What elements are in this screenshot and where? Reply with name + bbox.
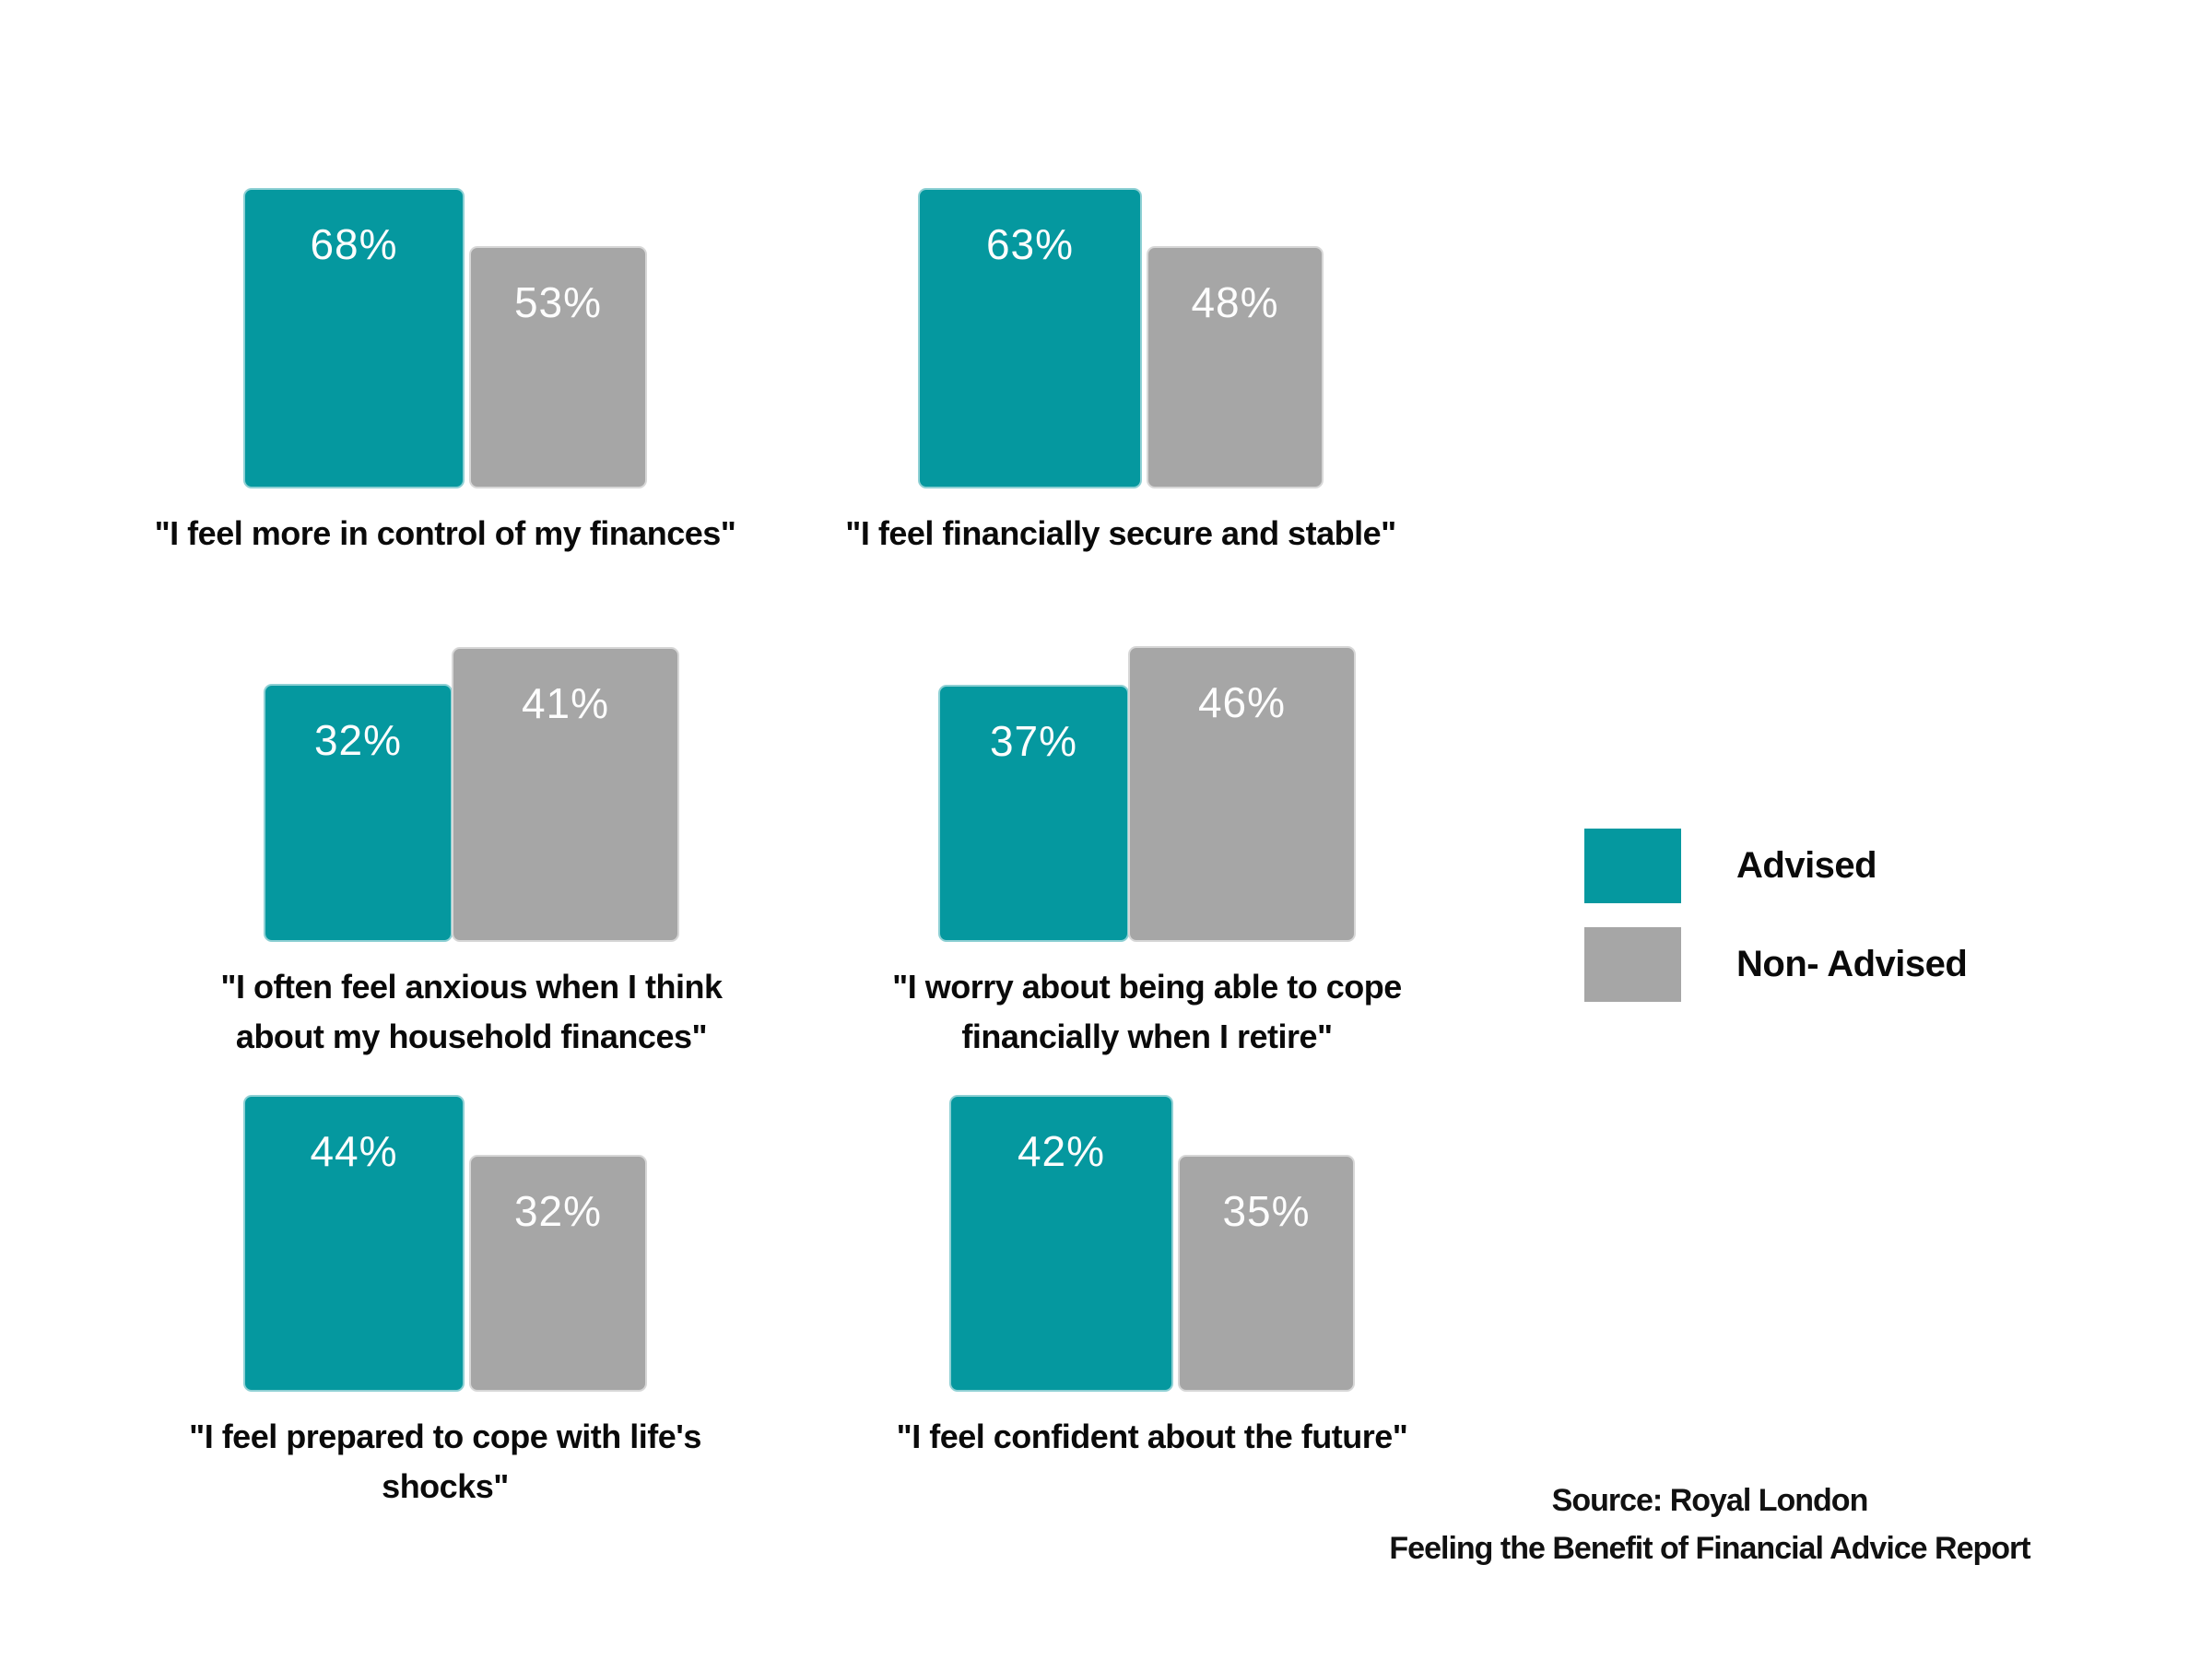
- caption-line: "I often feel anxious when I think: [220, 968, 723, 1006]
- source-attribution: Source: Royal London Feeling the Benefit…: [1341, 1477, 2078, 1572]
- advised-bar: 32%: [264, 684, 453, 942]
- bar-value-label: 37%: [989, 717, 1078, 765]
- advised-bar: 68%: [243, 188, 465, 488]
- legend-label: Advised: [1736, 845, 1877, 886]
- caption-line: financially when I retire": [961, 1018, 1333, 1055]
- bar-value-label: 68%: [310, 220, 398, 268]
- bar-value-label: 42%: [1017, 1127, 1106, 1175]
- legend-label: Non- Advised: [1736, 944, 1968, 984]
- non-advised-bar: 48%: [1147, 246, 1324, 488]
- caption-line: "I feel financially secure and stable": [845, 514, 1396, 552]
- chart-caption: "I feel confident about the future": [737, 1412, 1567, 1462]
- caption-line: "I feel confident about the future": [896, 1418, 1408, 1455]
- advised-swatch-icon: [1584, 829, 1681, 903]
- chart-caption: "I often feel anxious when I think about…: [57, 962, 887, 1062]
- chart-financially-secure: 63% 48% "I feel financially secure and s…: [845, 188, 1396, 552]
- advised-bar: 63%: [918, 188, 1142, 488]
- bar-value-label: 44%: [310, 1127, 398, 1175]
- bar-value-label: 35%: [1222, 1187, 1311, 1235]
- chart-prepared-shocks: 44% 32% "I feel prepared to cope with li…: [189, 1095, 701, 1505]
- caption-line: "I worry about being able to cope: [892, 968, 1402, 1006]
- caption-line: about my household finances": [235, 1018, 708, 1055]
- chart-confident-future: 42% 35% "I feel confident about the futu…: [897, 1095, 1408, 1455]
- chart-caption: "I worry about being able to cope financ…: [733, 962, 1562, 1062]
- legend: Advised Non- Advised: [1584, 829, 1968, 1026]
- legend-item-non-advised: Non- Advised: [1584, 927, 1968, 1002]
- chart-caption: "I feel prepared to cope with life's sho…: [30, 1412, 860, 1512]
- bar-value-label: 48%: [1191, 278, 1279, 326]
- non-advised-bar: 35%: [1178, 1155, 1355, 1392]
- chart-caption: "I feel financially secure and stable": [706, 509, 1535, 559]
- bar-value-label: 53%: [513, 278, 603, 326]
- source-line: Source: Royal London: [1551, 1483, 1869, 1518]
- caption-line: "I feel prepared to cope with life's: [189, 1418, 701, 1455]
- bar-value-label: 46%: [1197, 678, 1287, 726]
- caption-line: "I feel more in control of my finances": [154, 514, 736, 552]
- bar-value-label: 63%: [985, 220, 1075, 268]
- advised-bar: 42%: [949, 1095, 1173, 1392]
- caption-line: shocks": [382, 1467, 509, 1505]
- advised-bar: 44%: [243, 1095, 465, 1392]
- non-advised-bar: 53%: [469, 246, 647, 488]
- non-advised-bar: 32%: [469, 1155, 647, 1392]
- non-advised-swatch-icon: [1584, 927, 1681, 1002]
- chart-worry-retire: 37% 46% "I worry about being able to cop…: [892, 646, 1402, 1055]
- non-advised-bar: 46%: [1128, 646, 1356, 942]
- chart-more-in-control: 68% 53% "I feel more in control of my fi…: [155, 188, 736, 552]
- legend-item-advised: Advised: [1584, 829, 1967, 903]
- bar-value-label: 32%: [313, 716, 403, 764]
- source-line: Feeling the Benefit of Financial Advice …: [1389, 1531, 2030, 1566]
- bar-value-label: 32%: [513, 1187, 603, 1235]
- chart-feel-anxious: 32% 41% "I often feel anxious when I thi…: [220, 647, 723, 1055]
- advised-bar: 37%: [938, 685, 1129, 942]
- chart-caption: "I feel more in control of my finances": [30, 509, 860, 559]
- non-advised-bar: 41%: [452, 647, 679, 942]
- bar-value-label: 41%: [521, 679, 610, 727]
